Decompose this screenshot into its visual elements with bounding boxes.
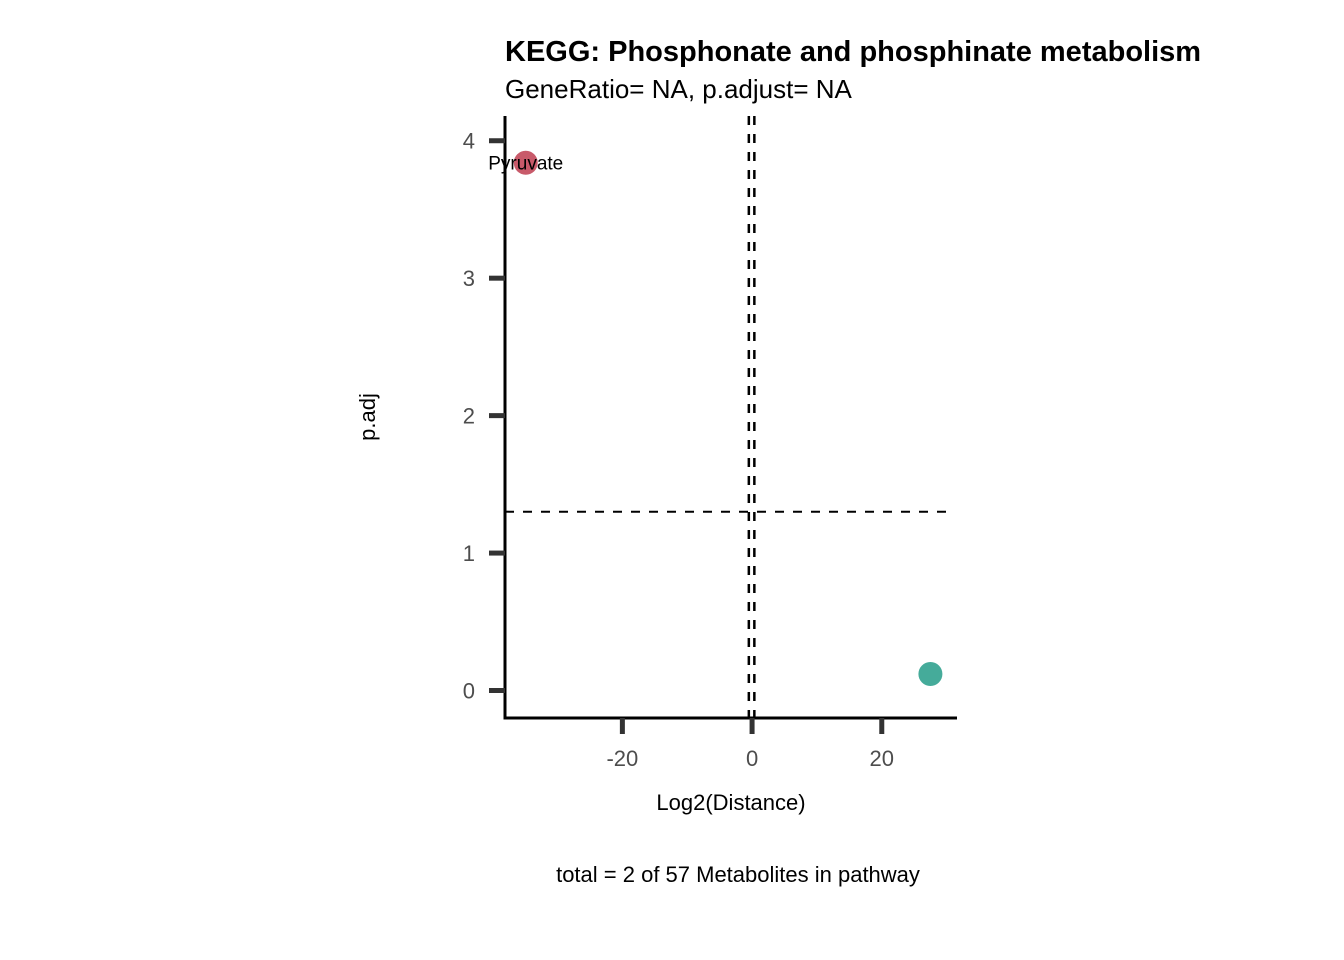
- y-axis-title: p.adj: [355, 393, 380, 441]
- point-label: Pyruvate: [488, 154, 563, 175]
- y-tick-label: 4: [463, 129, 475, 154]
- x-tick-label: -20: [606, 746, 638, 771]
- x-tick-label: 0: [746, 746, 758, 771]
- chart-caption: total = 2 of 57 Metabolites in pathway: [556, 862, 920, 887]
- x-tick-label: 20: [870, 746, 894, 771]
- plot-area: -20 0 20 0 1 2 3 4 Pyruvate: [463, 116, 957, 771]
- chart-title: KEGG: Phosphonate and phosphinate metabo…: [505, 36, 1201, 68]
- chart-subtitle: GeneRatio= NA, p.adjust= NA: [505, 74, 853, 104]
- x-axis-title: Log2(Distance): [656, 790, 805, 815]
- y-tick-label: 1: [463, 541, 475, 566]
- data-point: [918, 662, 943, 687]
- data-point: [513, 150, 538, 175]
- y-tick-label: 0: [463, 679, 475, 704]
- y-tick-label: 3: [463, 266, 475, 291]
- y-tick-label: 2: [463, 404, 475, 429]
